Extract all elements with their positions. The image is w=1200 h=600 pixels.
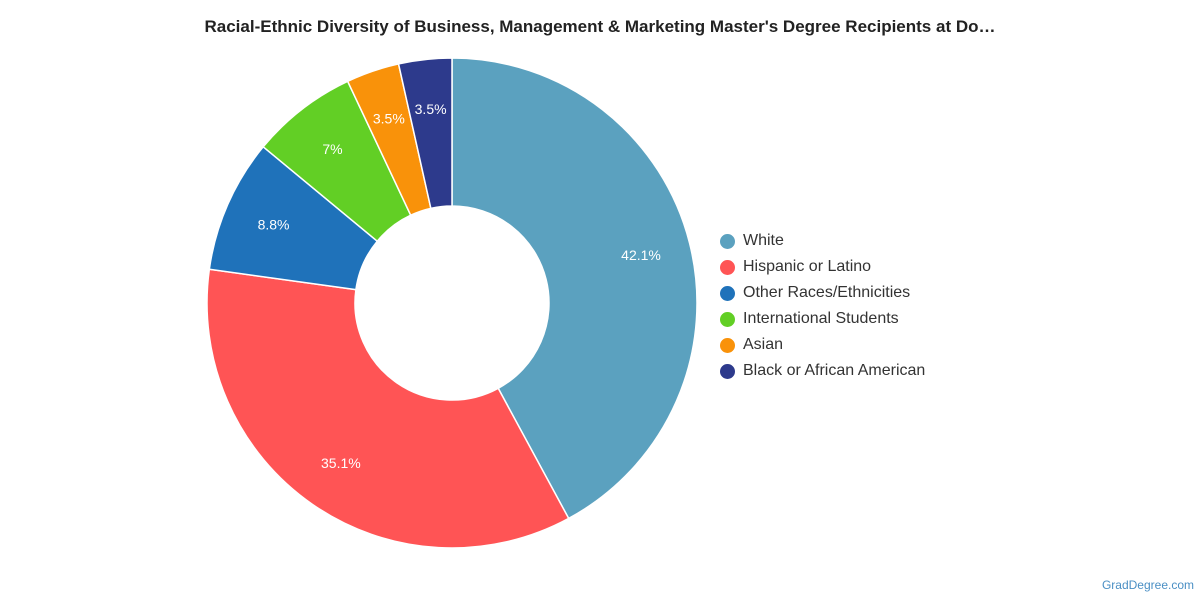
legend-swatch <box>720 233 735 249</box>
legend-swatch <box>720 285 735 301</box>
legend-swatch <box>720 337 735 353</box>
slice-label-international-students: 7% <box>322 141 342 157</box>
legend-item-hispanic-or-latino[interactable]: Hispanic or Latino <box>720 254 925 280</box>
slice-label-other-races-ethnicities: 8.8% <box>258 216 290 232</box>
legend-item-white[interactable]: White <box>720 228 925 254</box>
chart-legend: White Hispanic or Latino Other Races/Ethni… <box>720 228 925 384</box>
legend-item-international-students[interactable]: International Students <box>720 306 925 332</box>
legend-label: International Students <box>743 310 899 327</box>
legend-swatch <box>720 259 735 275</box>
source-credit: GradDegree.com <box>1101 578 1194 592</box>
legend-label: Black or African American <box>743 362 926 379</box>
legend-label: Asian <box>743 336 784 353</box>
slice-label-hispanic-or-latino: 35.1% <box>321 455 361 471</box>
legend-item-other-races-ethnicities[interactable]: Other Races/Ethnicities <box>720 280 925 306</box>
slice-label-black-or-african-american: 3.5% <box>415 101 447 117</box>
legend-label: White <box>743 232 784 249</box>
legend-label: Hispanic or Latino <box>743 258 872 275</box>
legend-item-asian[interactable]: Asian <box>720 332 925 358</box>
slice-label-asian: 3.5% <box>373 111 405 127</box>
slice-label-white: 42.1% <box>621 247 661 263</box>
legend-item-black-or-african-american[interactable]: Black or African American <box>720 358 925 384</box>
slice-hispanic-or-latino[interactable] <box>206 268 570 549</box>
slice-black-or-african-american[interactable] <box>397 57 453 210</box>
legend-label: Other Races/Ethnicities <box>743 284 911 301</box>
legend-swatch <box>720 363 735 379</box>
slice-white[interactable] <box>451 57 698 520</box>
chart-title: Racial-Ethnic Diversity of Business, Man… <box>204 17 996 36</box>
legend-swatch <box>720 311 735 327</box>
